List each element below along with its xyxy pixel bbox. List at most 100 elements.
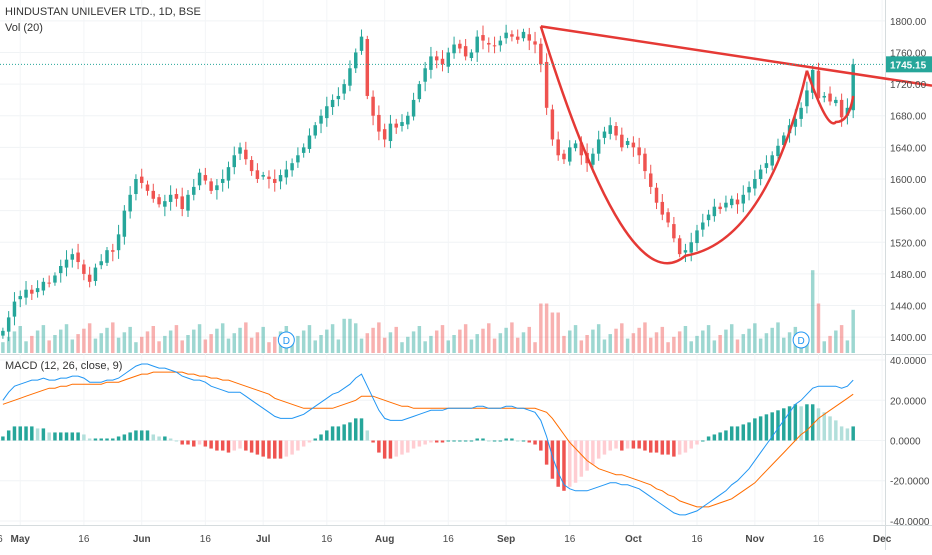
candle-body [319,115,323,124]
macd-histogram-bar [47,432,51,441]
volume-bar [87,323,92,353]
volume-bar [787,332,792,353]
candle-body [573,143,578,149]
volume-bar [810,270,815,353]
candle-body [475,36,479,53]
macd-histogram-bar [625,440,630,449]
macd-histogram-bar [53,432,57,441]
candle-body [481,35,485,41]
volume-label[interactable]: Vol (20) [5,22,43,34]
macd-histogram-bar [278,440,283,459]
volume-bar [539,303,543,353]
candle-body [365,39,370,96]
macd-histogram-bar [203,440,208,447]
macd-label[interactable]: MACD (12, 26, close, 9) [5,360,123,372]
symbol-title[interactable]: HINDUSTAN UNILEVER LTD., 1D, BSE [5,6,201,18]
macd-tick-label: -40.0000 [890,517,930,528]
volume-bar [504,327,508,353]
volume-bar [226,338,231,353]
candle-body [643,153,647,172]
volume-bar [724,329,728,353]
candle-body [87,274,92,282]
candle-body [753,179,757,189]
macd-histogram-bar [828,416,832,441]
macd-histogram-bar [475,438,479,441]
volume-bar [816,303,821,353]
volume-bar [527,326,531,353]
candle-body [232,155,236,168]
price-tick-label: 1400.00 [890,333,927,344]
candle-body [157,197,161,205]
volume-bar [134,342,138,353]
candle-body [440,58,445,65]
macd-histogram-bar [539,440,543,451]
volume-bar [510,322,514,353]
volume-bar [35,330,40,353]
candle-body [608,125,612,134]
volume-bar [834,330,838,353]
candle-body [151,190,156,199]
last-price-label: 1745.15 [890,60,927,71]
volume-bar [111,322,115,353]
macd-histogram-bar [35,428,40,441]
macd-histogram-bar [689,440,693,449]
time-tick-label: Oct [625,534,642,545]
candle-body [649,173,653,187]
candle-body [330,99,335,108]
macd-histogram-bar [180,440,184,445]
macd-histogram-bar [805,404,809,441]
candle-body [747,186,751,193]
macd-histogram-bar [654,440,659,453]
macd-histogram-bar [226,440,231,453]
volume-bar [301,330,306,353]
candle-body [498,40,503,46]
volume-bar [475,334,479,353]
candle-body [429,56,433,70]
macd-histogram-bar [620,440,624,451]
candle-body [458,43,462,49]
macd-histogram-bar [348,422,352,441]
macd-histogram-bar [371,440,375,443]
macd-histogram-bar [6,430,11,441]
volume-bar [197,324,202,353]
macd-histogram-bar [382,440,387,459]
macd-histogram-bar [249,440,254,453]
volume-bar [64,324,69,353]
candle-body [163,201,167,207]
volume-bar [515,337,520,353]
volume-bar [649,337,653,353]
macd-histogram-bar [145,430,150,441]
macd-tick-label: 40.0000 [890,356,927,367]
cup-curve [539,25,809,265]
candle-body [550,109,555,140]
price-tick-label: 1440.00 [890,302,927,313]
macd-histogram-bar [729,426,734,441]
candle-body [828,93,832,102]
volume-bar [249,337,254,353]
candle-body [568,147,572,162]
candle-body [12,301,17,317]
candle-body [41,281,46,291]
candle-body [47,282,51,284]
candle-body [758,169,763,179]
volume-bar [423,341,427,353]
macd-histogram-bar [579,440,584,477]
volume-bar [463,324,468,353]
volume-bar [481,328,485,353]
volume-bar [672,336,676,353]
volume-bar [701,330,705,353]
volume-bar [1,342,5,353]
volume-bar [116,337,121,353]
candle-body [388,123,393,142]
volume-bar [342,318,346,353]
dividend-marker-label: D [798,336,805,347]
macd-histogram-bar [666,440,670,455]
volume-bar [267,342,271,353]
candle-body [793,118,798,127]
macd-histogram-bar [41,428,46,441]
volume-bar [695,335,699,353]
volume-bar [220,323,225,353]
